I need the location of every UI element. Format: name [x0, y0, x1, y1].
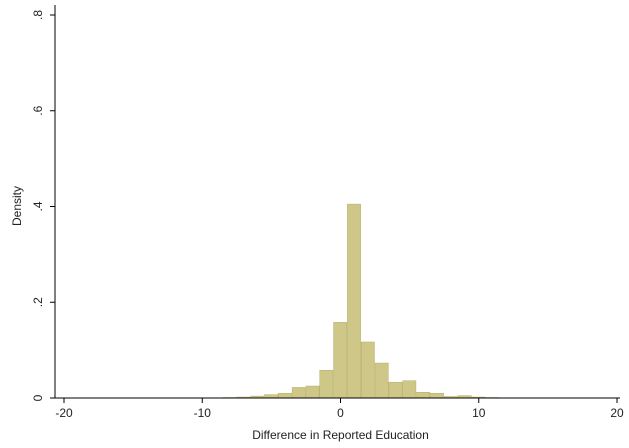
x-axis-ticks: -20 -10 0 10 20 [55, 398, 624, 420]
histogram-bar [402, 380, 417, 399]
histogram-bar [430, 392, 444, 399]
y-tick-label: .8 [31, 10, 45, 20]
x-tick-label: -10 [194, 406, 212, 420]
histogram-bar [416, 392, 431, 399]
histogram-bar [278, 392, 292, 399]
y-tick-label: .2 [31, 297, 45, 307]
histogram-bar [374, 362, 389, 399]
x-tick-label: 10 [472, 406, 486, 420]
histogram-bar [319, 369, 334, 399]
x-tick-label: -20 [55, 406, 73, 420]
x-axis-title: Difference in Reported Education [252, 428, 429, 442]
y-tick-label: .6 [31, 105, 45, 115]
histogram-bars [222, 203, 500, 399]
y-tick-label: .4 [31, 201, 45, 211]
histogram-bar [305, 385, 320, 399]
x-tick-label: 0 [337, 406, 344, 420]
histogram-bar [291, 387, 306, 399]
histogram-bar [264, 394, 278, 399]
histogram-bar [333, 322, 348, 399]
y-axis-title: Density [10, 186, 24, 226]
histogram-bar [388, 381, 403, 399]
y-tick-label: 0 [31, 394, 45, 401]
histogram-bar [347, 203, 361, 399]
y-axis-ticks: 0 .2 .4 .6 .8 [31, 10, 55, 401]
x-tick-label: 20 [610, 406, 624, 420]
histogram-bar [360, 341, 375, 399]
